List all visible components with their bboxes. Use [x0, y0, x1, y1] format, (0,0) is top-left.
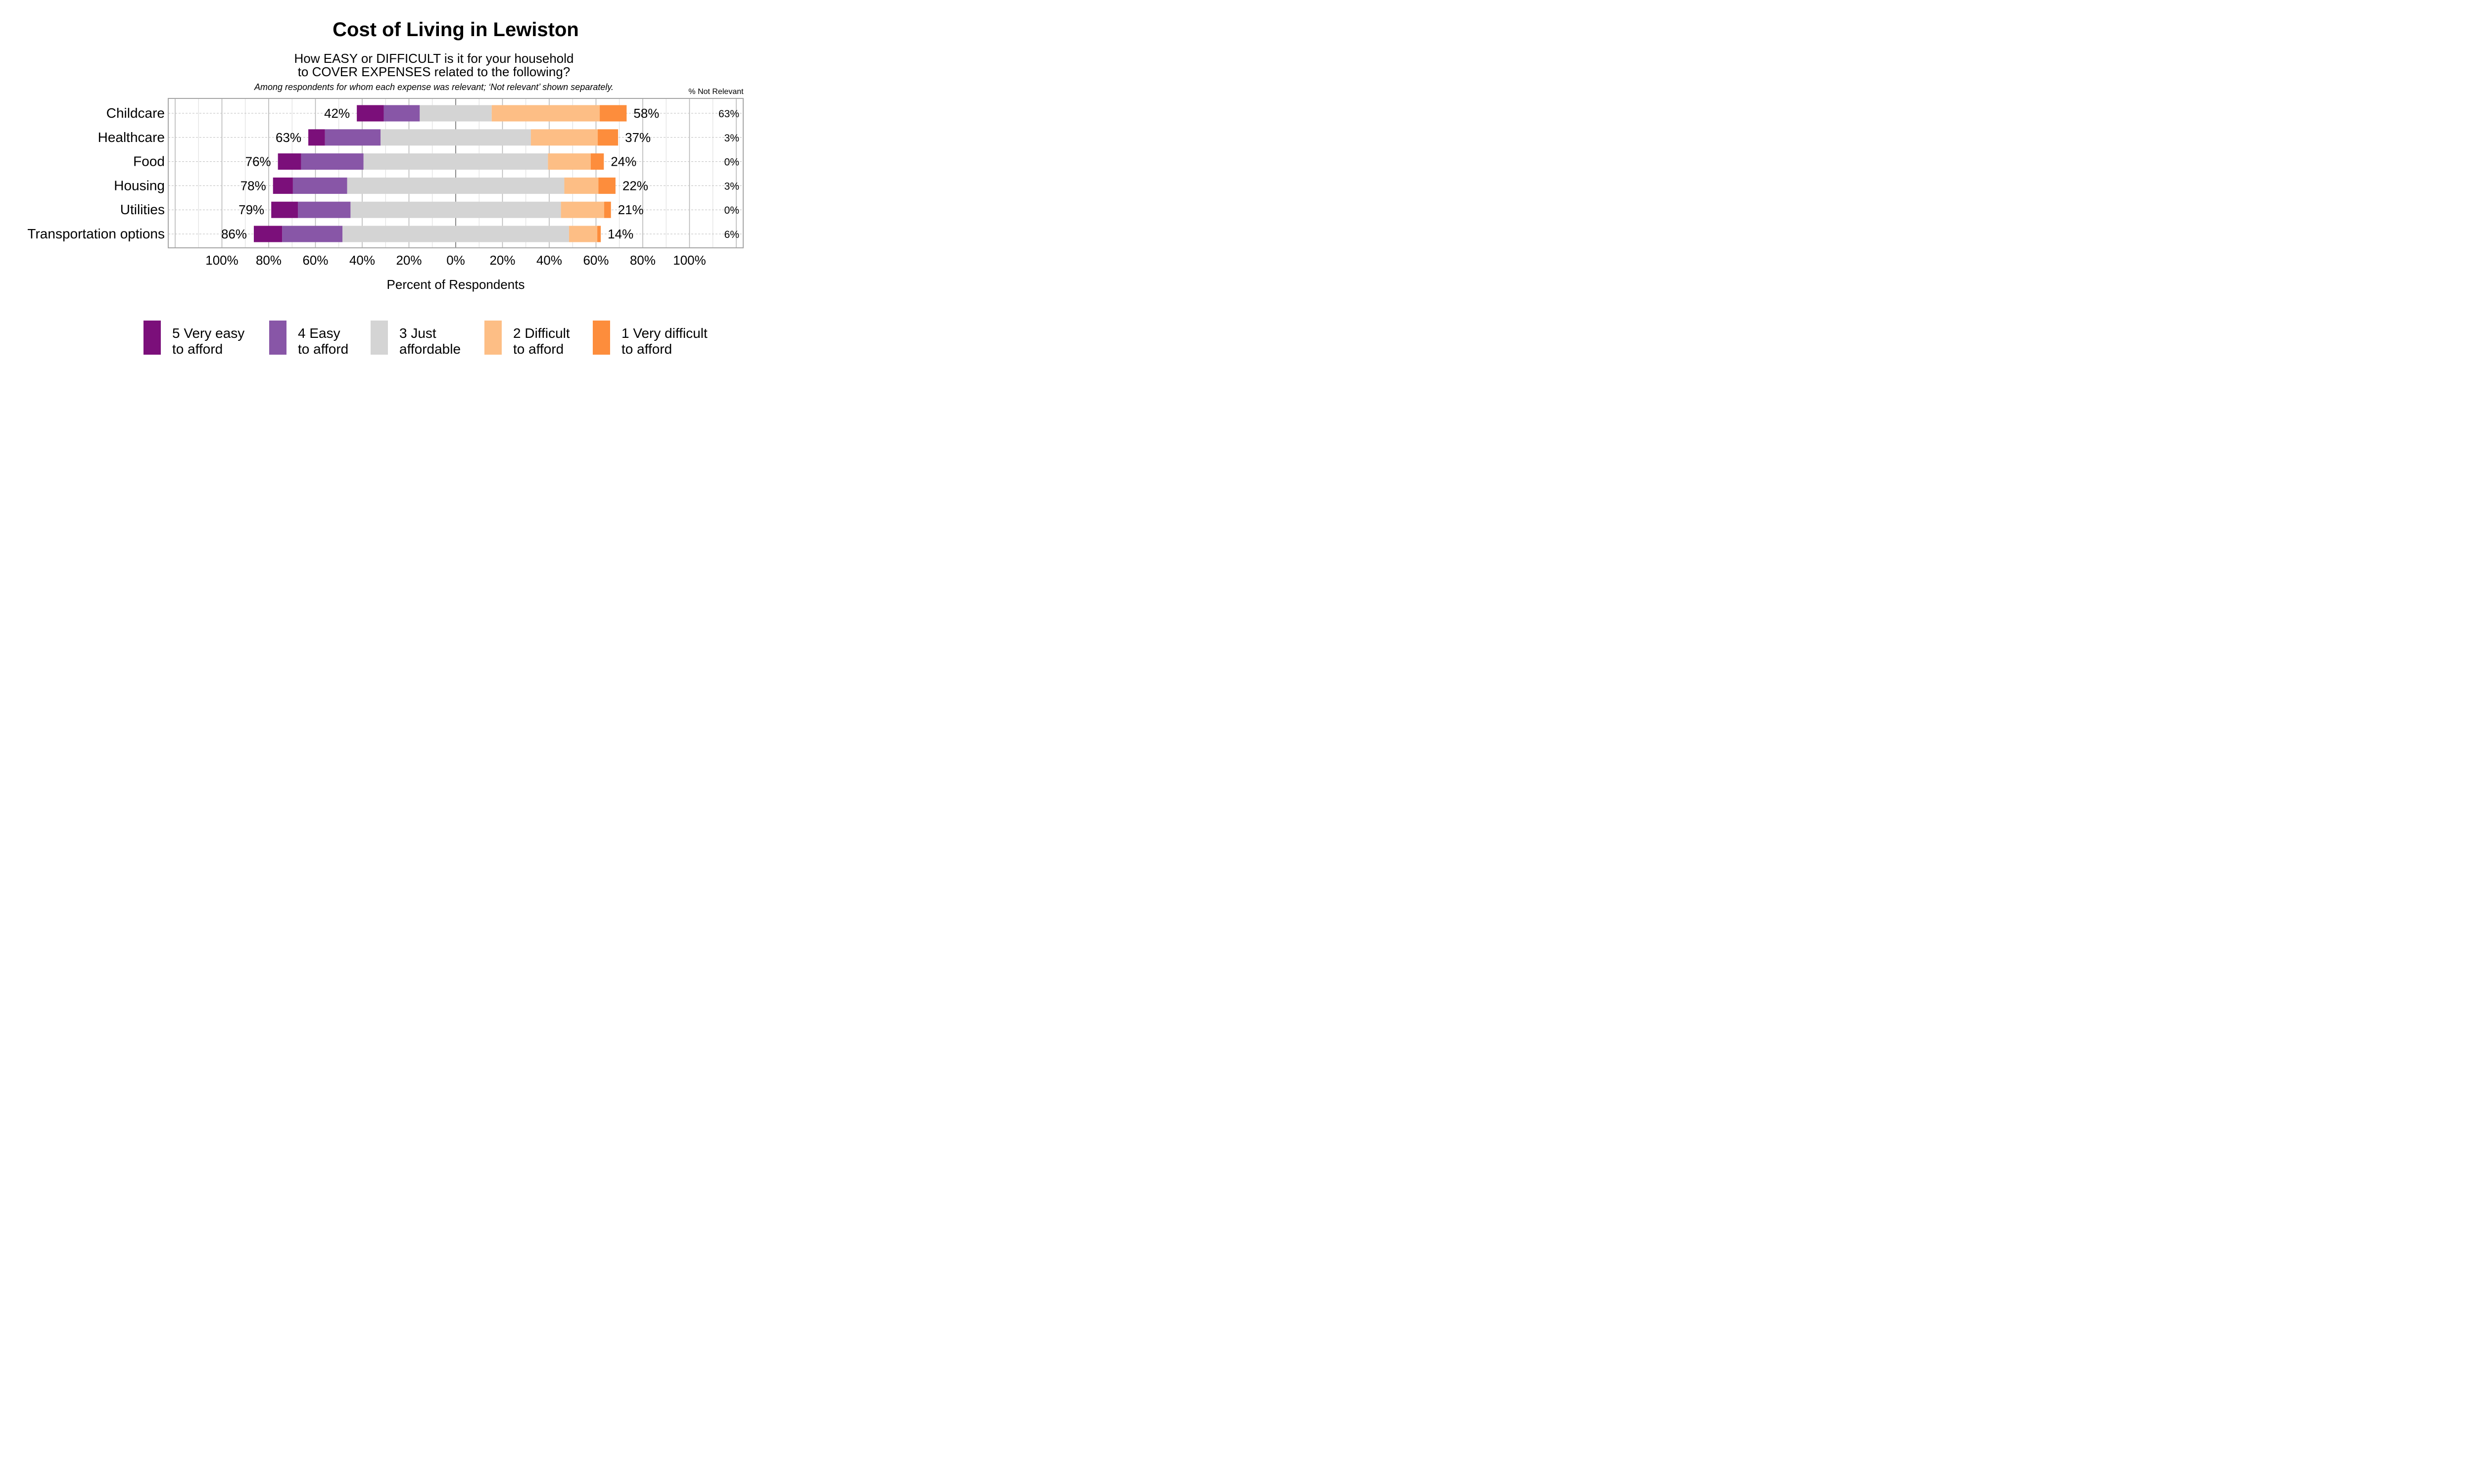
legend-label: to afford	[298, 341, 348, 357]
category-label: Utilities	[120, 202, 165, 217]
legend-swatch	[484, 321, 502, 355]
legend-label: 1 Very difficult	[621, 325, 708, 341]
bar-segment-right	[561, 201, 605, 218]
x-tick-label: 0%	[446, 253, 465, 268]
bar-segment-left	[292, 177, 347, 194]
x-tick-label: 20%	[396, 253, 422, 268]
chart-subtitle-line-2: to COVER EXPENSES related to the followi…	[298, 64, 571, 79]
left-total-label: 42%	[324, 106, 350, 121]
bar-segment-right	[564, 177, 599, 194]
legend-label: 5 Very easy	[172, 325, 244, 341]
legend-swatch	[143, 321, 161, 355]
bar-segment-left	[253, 226, 283, 242]
bar-segment-left	[383, 105, 420, 122]
right-total-label: 58%	[633, 106, 659, 121]
bar-segment-just-affordable	[347, 177, 565, 194]
bar-segment-right	[548, 153, 591, 170]
category-label: Housing	[114, 178, 165, 193]
right-total-label: 14%	[608, 227, 633, 241]
legend-swatch	[269, 321, 286, 355]
legend-label: 3 Just	[399, 325, 436, 341]
x-tick-label: 100%	[205, 253, 238, 268]
bar-segment-right	[604, 201, 611, 218]
bar-segment-right	[600, 105, 627, 122]
diverging-bar-chart: Cost of Living in Lewiston How EASY or D…	[27, 19, 744, 357]
bar-segment-right	[590, 153, 604, 170]
not-relevant-value: 3%	[724, 133, 739, 144]
left-total-label: 63%	[276, 130, 301, 145]
category-label: Healthcare	[98, 130, 165, 145]
chart-note: Among respondents for whom each expense …	[254, 82, 614, 92]
category-label: Childcare	[106, 105, 165, 121]
x-tick-label: 20%	[489, 253, 515, 268]
x-tick-label: 80%	[256, 253, 282, 268]
not-relevant-value: 3%	[724, 181, 739, 192]
bar-segment-left	[325, 129, 381, 146]
not-relevant-value: 63%	[718, 108, 739, 120]
legend-label: to afford	[513, 341, 564, 357]
right-total-label: 24%	[611, 154, 636, 169]
x-tick-label: 60%	[583, 253, 609, 268]
bar-segment-right	[491, 105, 600, 122]
left-total-label: 86%	[221, 227, 247, 241]
left-total-label: 78%	[240, 178, 266, 193]
category-label: Food	[133, 154, 165, 169]
x-axis-label: Percent of Respondents	[387, 277, 525, 292]
not-relevant-value: 6%	[724, 229, 739, 240]
bar-segment-left	[357, 105, 384, 122]
not-relevant-value: 0%	[724, 157, 739, 168]
chart-title: Cost of Living in Lewiston	[333, 19, 579, 41]
bar-segment-just-affordable	[342, 226, 569, 242]
bar-segment-just-affordable	[350, 201, 561, 218]
legend-label: 4 Easy	[298, 325, 340, 341]
legend-label: to afford	[172, 341, 223, 357]
left-total-label: 76%	[245, 154, 271, 169]
legend-label: affordable	[399, 341, 461, 357]
plot-area: Childcare 42% 58% 63% Healthcare 63% 37% 3% Food…	[27, 98, 744, 248]
bar-segment-right	[530, 129, 598, 146]
bar-segment-left	[301, 153, 364, 170]
right-total-label: 37%	[625, 130, 651, 145]
x-tick-label: 80%	[630, 253, 656, 268]
bar-segment-just-affordable	[420, 105, 492, 122]
bar-segment-left	[271, 201, 298, 218]
legend-label: to afford	[621, 341, 672, 357]
bar-segment-left	[282, 226, 343, 242]
bar-segment-right	[598, 129, 618, 146]
bar-segment-left	[308, 129, 325, 146]
plot-border	[168, 98, 744, 248]
legend-label: 2 Difficult	[513, 325, 570, 341]
legend-swatch	[593, 321, 610, 355]
right-total-label: 22%	[622, 178, 648, 193]
left-total-label: 79%	[238, 202, 264, 217]
right-total-label: 21%	[618, 202, 644, 217]
not-relevant-header: % Not Relevant	[688, 88, 744, 96]
category-label: Transportation options	[27, 226, 165, 241]
bar-segment-left	[278, 153, 301, 170]
bar-segment-right	[569, 226, 598, 242]
chart-subtitle-line-1: How EASY or DIFFICULT is it for your hou…	[294, 51, 574, 66]
bar-segment-left	[273, 177, 293, 194]
bar-segment-right	[597, 226, 601, 242]
bar-segment-just-affordable	[363, 153, 548, 170]
x-axis: 100% 80% 60% 40% 20% 0% 20% 40% 60% 80% 100%	[205, 253, 706, 268]
x-tick-label: 60%	[302, 253, 328, 268]
legend-swatch	[371, 321, 388, 355]
bar-segment-right	[598, 177, 616, 194]
bar-segment-just-affordable	[381, 129, 531, 146]
not-relevant-value: 0%	[724, 205, 739, 216]
x-tick-label: 40%	[536, 253, 562, 268]
bar-segment-left	[298, 201, 351, 218]
x-tick-label: 100%	[673, 253, 706, 268]
x-tick-label: 40%	[349, 253, 375, 268]
